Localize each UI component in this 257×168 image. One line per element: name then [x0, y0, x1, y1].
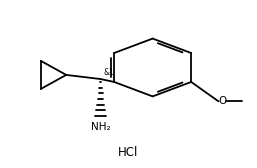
Text: O: O — [218, 96, 227, 106]
Text: &1: &1 — [103, 68, 114, 77]
Text: HCl: HCl — [118, 146, 139, 159]
Text: NH₂: NH₂ — [91, 122, 110, 132]
